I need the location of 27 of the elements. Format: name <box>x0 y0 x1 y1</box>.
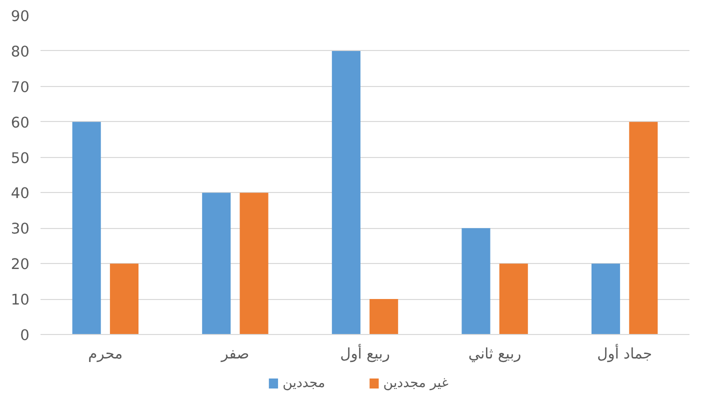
x-tick-label: ربيع ثاني <box>468 346 522 362</box>
legend-label: مجددين <box>282 376 326 391</box>
x-tick-label: محرم <box>88 346 123 362</box>
x-tick-label: صفر <box>220 346 250 362</box>
bar <box>592 264 620 334</box>
bar <box>370 299 398 334</box>
y-tick-label: 10 <box>10 292 30 309</box>
y-tick-label: 90 <box>10 8 30 25</box>
legend-label: غير مجددين <box>383 376 448 391</box>
bar <box>462 228 490 334</box>
bar <box>240 192 268 334</box>
x-tick-label: ربيع أول <box>340 344 390 362</box>
bar <box>110 264 138 334</box>
bar <box>202 192 231 334</box>
y-tick-label: 60 <box>10 114 30 132</box>
y-tick-label: 70 <box>10 78 30 96</box>
y-tick-label: 0 <box>20 327 30 344</box>
y-tick-label: 20 <box>10 256 30 274</box>
y-tick-label: 50 <box>10 150 30 167</box>
x-tick-label: جماد أول <box>597 344 652 362</box>
bar <box>499 264 528 334</box>
bar <box>629 122 658 334</box>
bar <box>72 122 101 334</box>
y-tick-label: 40 <box>10 185 30 202</box>
bar <box>332 50 360 334</box>
y-tick-label: 30 <box>10 220 30 238</box>
y-tick-label: 80 <box>10 43 30 60</box>
